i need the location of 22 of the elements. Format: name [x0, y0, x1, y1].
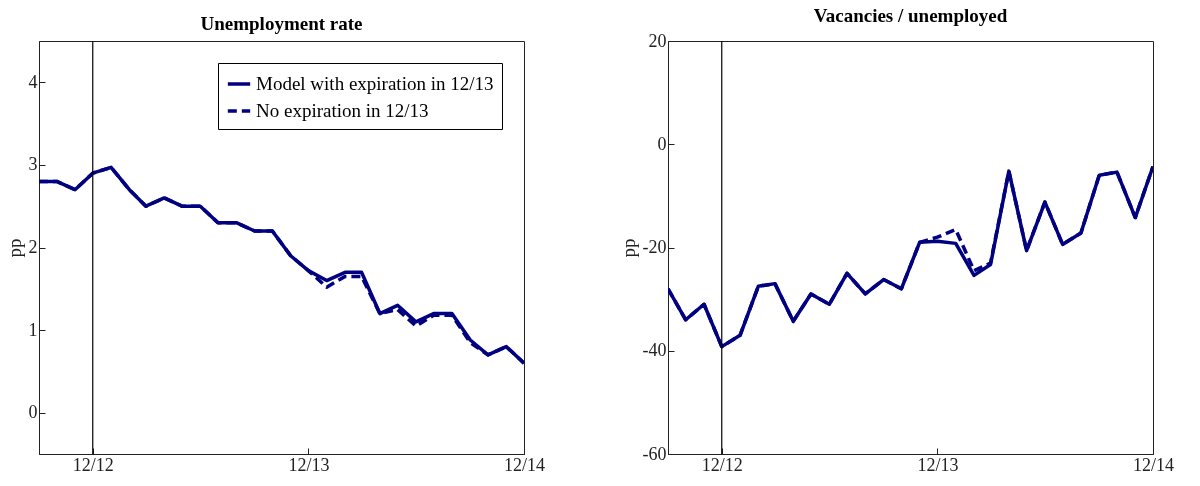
- y-tick-label: 20: [648, 30, 667, 51]
- x-tick-label: 12/14: [1132, 454, 1175, 475]
- x-tick-label: 12/12: [701, 454, 743, 475]
- legend-label: Model with expiration in 12/13: [256, 73, 494, 94]
- x-tick-label: 12/13: [288, 454, 330, 475]
- y-axis-title: pp: [617, 238, 639, 258]
- x-tick-label: 12/13: [917, 454, 959, 475]
- y-tick-label: 1: [28, 319, 38, 340]
- x-tick-label: 12/12: [72, 454, 114, 475]
- y-tick-label: -60: [642, 443, 667, 464]
- y-tick-label: 0: [28, 402, 38, 423]
- chart-title: Unemployment rate: [200, 13, 363, 35]
- y-tick-label: 2: [28, 237, 38, 257]
- y-axis-title: pp: [3, 238, 25, 258]
- y-tick-label: 0: [657, 133, 667, 154]
- chart-title: Vacancies / unemployed: [813, 5, 1008, 26]
- y-tick-label: 3: [28, 154, 38, 175]
- y-tick-label: -40: [642, 340, 667, 361]
- x-tick-label: 12/14: [503, 454, 546, 475]
- legend-label: No expiration in 12/13: [256, 100, 429, 121]
- y-tick-label: 4: [28, 71, 38, 92]
- y-tick-label: -20: [642, 237, 667, 257]
